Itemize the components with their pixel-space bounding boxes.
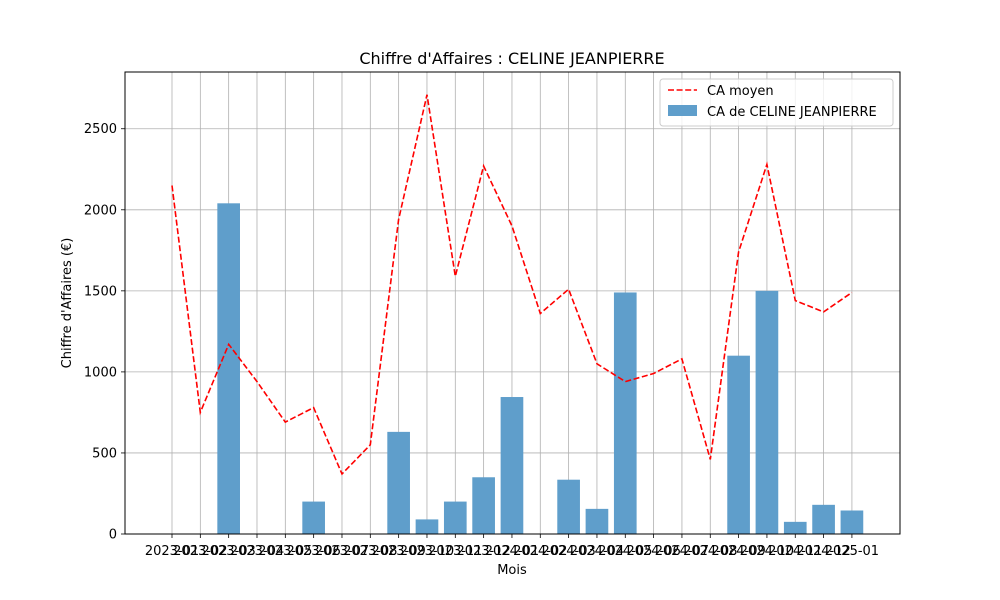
x-tick-label: 2023-12	[456, 544, 510, 559]
x-tick-label: 2023-03	[201, 544, 255, 559]
x-tick-label: 2024-05	[598, 544, 652, 559]
bars	[217, 203, 864, 534]
bar-2023-09	[387, 431, 410, 534]
x-tick-label: 2023-09	[371, 544, 425, 559]
x-tick-label: 2023-05	[258, 544, 312, 559]
x-axis-label: Mois	[497, 563, 527, 578]
y-axis-label: Chiffre d'Affaires (€)	[60, 238, 75, 369]
x-tick-label: 2025-01	[825, 544, 879, 559]
bar-2024-10	[755, 290, 779, 534]
bar-2024-05	[613, 292, 637, 534]
legend-label-bars: CA de CELINE JEANPIERRE	[707, 105, 877, 120]
x-tick-label: 2024-08	[683, 544, 737, 559]
bar-2023-10	[415, 519, 439, 534]
bar-2025-01	[840, 510, 864, 534]
legend-box	[659, 78, 894, 127]
y-tick-label: 1000	[84, 365, 117, 380]
legend: CA moyen CA de CELINE JEANPIERRE	[659, 78, 894, 127]
average-series-line	[171, 94, 853, 476]
y-ticks: 0 500 1000 1500 2000 2500	[84, 122, 125, 543]
bar-2023-11	[443, 501, 467, 534]
bar-2024-09	[727, 355, 750, 534]
x-tick-label: 2023-01	[145, 544, 199, 559]
y-tick-label: 2500	[84, 122, 117, 137]
x-tick-label: 2023-02	[173, 544, 227, 559]
y-tick-label: 500	[92, 446, 117, 461]
chart-title: Chiffre d'Affaires : CELINE JEANPIERRE	[359, 49, 664, 68]
x-tick-label: 2024-02	[513, 544, 567, 559]
bar-2024-11	[783, 521, 807, 534]
bar-2024-04	[585, 508, 609, 534]
bar-2024-01	[500, 397, 524, 534]
bar-2024-03	[557, 479, 580, 534]
bar-2023-12	[472, 477, 495, 534]
y-tick-label: 2000	[84, 203, 117, 218]
x-tick-label: 2024-09	[711, 544, 765, 559]
plot-frame	[124, 71, 901, 535]
legend-label-average: CA moyen	[707, 84, 774, 99]
x-tick-label: 2024-12	[796, 544, 850, 559]
x-tick-label: 2024-06	[626, 544, 680, 559]
average-line	[171, 94, 853, 476]
x-tick-label: 2023-04	[230, 544, 284, 559]
x-tick-label: 2023-11	[428, 544, 482, 559]
bar-2023-06	[302, 501, 325, 534]
y-tick-label: 0	[109, 528, 117, 543]
x-tick-label: 2024-01	[485, 544, 539, 559]
x-tick-label: 2024-10	[740, 544, 794, 559]
x-tick-label: 2024-11	[768, 544, 822, 559]
x-tick-label: 2023-06	[286, 544, 340, 559]
legend-bar-swatch	[668, 105, 697, 116]
x-tick-label: 2024-07	[655, 544, 709, 559]
x-tick-label: 2024-04	[570, 544, 624, 559]
bar-2024-12	[812, 504, 835, 534]
x-tick-label: 2023-08	[343, 544, 397, 559]
x-ticks: 2023-012023-022023-032023-042023-052023-…	[145, 534, 879, 559]
x-tick-label: 2023-10	[400, 544, 454, 559]
x-tick-label: 2023-07	[315, 544, 369, 559]
x-tick-label: 2024-03	[541, 544, 595, 559]
bar-2023-03	[217, 203, 240, 534]
y-tick-label: 1500	[84, 284, 117, 299]
